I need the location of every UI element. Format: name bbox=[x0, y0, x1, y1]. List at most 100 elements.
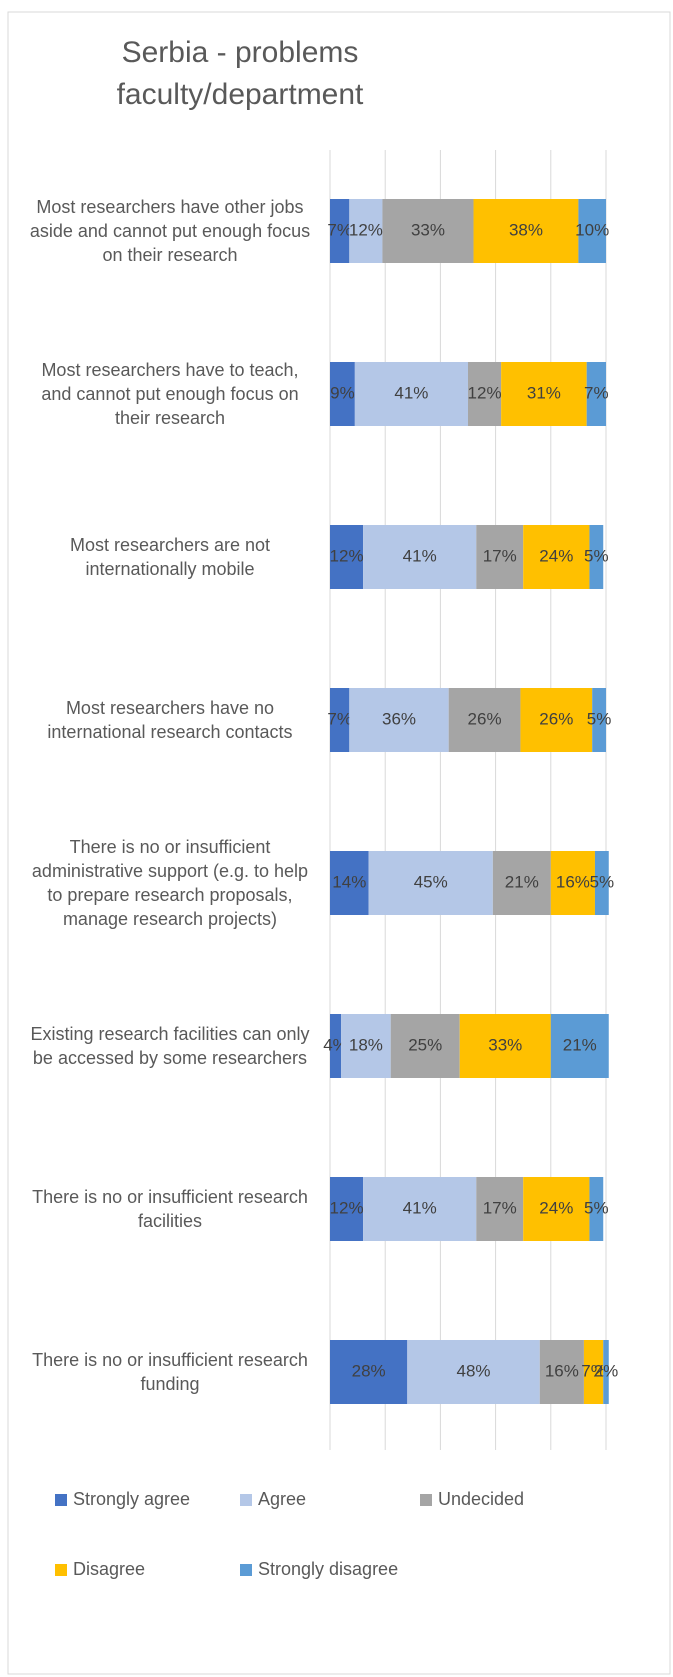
bar-segment bbox=[592, 688, 606, 752]
bar-segment bbox=[476, 525, 524, 589]
data-label: 24% bbox=[539, 546, 573, 565]
chart-frame bbox=[7, 11, 671, 1675]
bar-segment bbox=[363, 525, 477, 589]
legend-label: Strongly disagree bbox=[258, 1559, 398, 1579]
data-label: 41% bbox=[403, 1198, 437, 1217]
data-label: 26% bbox=[539, 709, 573, 728]
bar-segment bbox=[448, 688, 521, 752]
bar-segment bbox=[501, 362, 587, 426]
data-label: 16% bbox=[545, 1361, 579, 1380]
bar-segment bbox=[354, 362, 468, 426]
category-label: Most researchers are not internationally… bbox=[69, 535, 271, 579]
bar-segment bbox=[603, 1340, 609, 1404]
data-label: 41% bbox=[394, 383, 428, 402]
data-label: 41% bbox=[403, 546, 437, 565]
data-label: 16% bbox=[556, 872, 590, 891]
data-label: 12% bbox=[468, 383, 502, 402]
data-label: 26% bbox=[468, 709, 502, 728]
bar-segment bbox=[589, 525, 604, 589]
bar-segment bbox=[473, 199, 579, 263]
bar-segment bbox=[468, 362, 502, 426]
category-label: Most researchers have to teach, and cann… bbox=[41, 360, 299, 428]
bar-segment bbox=[330, 1177, 364, 1241]
data-label: 38% bbox=[509, 220, 543, 239]
data-label: 17% bbox=[483, 546, 517, 565]
category-label: Most researchers have other jobs aside a… bbox=[29, 197, 311, 265]
bar-segment bbox=[550, 851, 595, 915]
bar-segment bbox=[363, 1177, 477, 1241]
bar-segment bbox=[589, 1177, 604, 1241]
bar-segment bbox=[520, 688, 593, 752]
data-label: 9% bbox=[330, 383, 355, 402]
data-label: 12% bbox=[330, 1198, 364, 1217]
data-label: 17% bbox=[483, 1198, 517, 1217]
bar-segment bbox=[330, 688, 350, 752]
category-label: Most researchers have no international r… bbox=[47, 698, 293, 742]
data-label: 10% bbox=[575, 220, 609, 239]
legend-swatch bbox=[420, 1494, 432, 1506]
data-label: 24% bbox=[539, 1198, 573, 1217]
bar-segment bbox=[368, 851, 493, 915]
legend-label: Agree bbox=[258, 1489, 306, 1509]
data-label: 5% bbox=[584, 1198, 609, 1217]
data-label: 14% bbox=[332, 872, 366, 891]
data-label: 21% bbox=[563, 1035, 597, 1054]
data-label: 7% bbox=[327, 709, 352, 728]
bar-segment bbox=[578, 199, 606, 263]
bar-segment bbox=[523, 1177, 590, 1241]
chart-title: Serbia - problems faculty/department bbox=[116, 36, 364, 111]
bar-segment bbox=[594, 851, 609, 915]
legend-swatch bbox=[55, 1494, 67, 1506]
bar-segment bbox=[349, 199, 383, 263]
bar-segment bbox=[550, 1014, 609, 1078]
data-label: 7% bbox=[581, 1361, 606, 1380]
bar-segment bbox=[330, 851, 369, 915]
bar-segment bbox=[539, 1340, 584, 1404]
bar-segment bbox=[523, 525, 590, 589]
data-label: 2% bbox=[594, 1361, 619, 1380]
bar-segment bbox=[390, 1014, 460, 1078]
bar-segment bbox=[476, 1177, 524, 1241]
bar-segment bbox=[330, 362, 355, 426]
legend-swatch bbox=[240, 1494, 252, 1506]
data-label: 33% bbox=[411, 220, 445, 239]
legend-label: Disagree bbox=[73, 1559, 145, 1579]
category-label: There is no or insufficient research fac… bbox=[32, 1187, 308, 1231]
legend-swatch bbox=[240, 1564, 252, 1576]
data-label: 5% bbox=[587, 709, 612, 728]
bar-segment bbox=[492, 851, 551, 915]
data-label: 25% bbox=[408, 1035, 442, 1054]
data-label: 7% bbox=[327, 220, 352, 239]
bar-segment bbox=[330, 199, 350, 263]
data-label: 12% bbox=[330, 546, 364, 565]
legend-swatch bbox=[55, 1564, 67, 1576]
data-label: 7% bbox=[584, 383, 609, 402]
bar-segment bbox=[330, 1340, 408, 1404]
data-label: 36% bbox=[382, 709, 416, 728]
data-label: 28% bbox=[352, 1361, 386, 1380]
bar-segment bbox=[583, 1340, 604, 1404]
data-label: 45% bbox=[414, 872, 448, 891]
bar-segment bbox=[330, 525, 364, 589]
bar-segment bbox=[341, 1014, 391, 1078]
data-label: 12% bbox=[349, 220, 383, 239]
legend-label: Strongly agree bbox=[73, 1489, 190, 1509]
bar-segment bbox=[407, 1340, 540, 1404]
bar-segment bbox=[349, 688, 449, 752]
category-label: There is no or insufficient administrati… bbox=[31, 837, 309, 929]
data-label: 21% bbox=[505, 872, 539, 891]
data-label: 18% bbox=[349, 1035, 383, 1054]
data-label: 31% bbox=[527, 383, 561, 402]
data-label: 5% bbox=[590, 872, 615, 891]
legend-label: Undecided bbox=[438, 1489, 524, 1509]
data-label: 5% bbox=[584, 546, 609, 565]
bar-segment bbox=[330, 1014, 342, 1078]
data-label: 48% bbox=[457, 1361, 491, 1380]
category-label: There is no or insufficient research fun… bbox=[32, 1350, 308, 1394]
category-label: Existing research facilities can only be… bbox=[30, 1024, 310, 1068]
bar-segment bbox=[382, 199, 474, 263]
bar-segment bbox=[586, 362, 606, 426]
bar-segment bbox=[459, 1014, 551, 1078]
